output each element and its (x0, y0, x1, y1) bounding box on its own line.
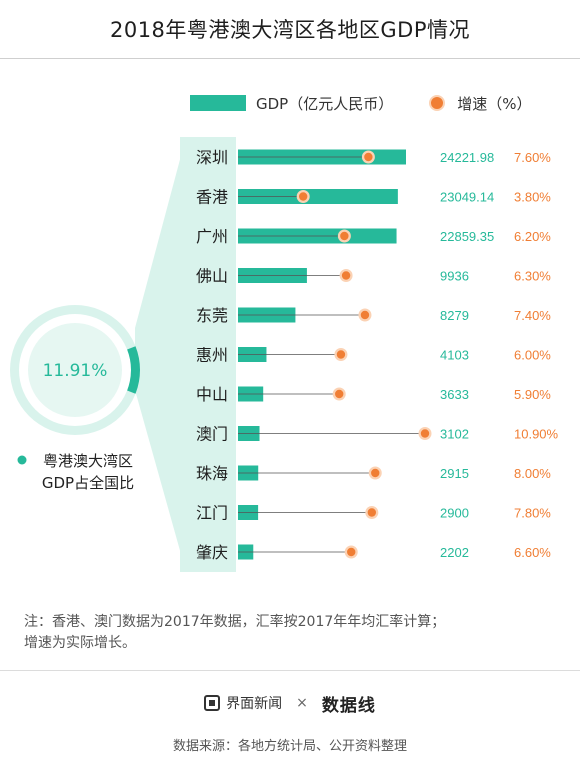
chart-legend: GDP（亿元人民币） 增速（%） (190, 92, 532, 114)
growth-dot (340, 231, 349, 241)
category-label: 深圳 (196, 148, 228, 167)
data-source: 数据来源：各地方统计局、公开资料整理 (172, 739, 407, 754)
growth-dot (371, 468, 380, 478)
gdp-value-label: 24221.98 (440, 150, 494, 165)
category-label: 江门 (196, 504, 228, 523)
share-donut-wedge (127, 346, 140, 394)
share-donut-center (28, 323, 122, 417)
brand-separator: × (296, 695, 308, 711)
growth-value-label: 6.60% (514, 545, 551, 560)
share-caption-line-2: GDP占全国比 (42, 474, 134, 492)
share-value-label: 11.91% (43, 361, 108, 381)
growth-value-label: 10.90% (514, 427, 559, 442)
growth-dot (360, 310, 370, 320)
category-label: 香港 (196, 188, 228, 207)
growth-value-label: 6.00% (514, 348, 551, 363)
gdp-bar (238, 189, 398, 204)
growth-value-label: 7.80% (514, 506, 551, 521)
gdp-chart: 深圳 24221.98 7.60% 香港 23049.14 3.80% 广州 22859.35… (10, 137, 559, 572)
gdp-value-label: 2915 (440, 466, 469, 481)
growth-dot (364, 152, 373, 162)
share-caption-bullet (17, 455, 27, 465)
growth-legend-label: 增速（%） (457, 94, 532, 113)
growth-value-label: 6.30% (514, 269, 551, 284)
gdp-value-label: 2202 (440, 545, 469, 560)
growth-value-label: 6.20% (514, 229, 551, 244)
footer-divider (0, 670, 580, 671)
title-divider (0, 58, 580, 59)
category-label: 佛山 (196, 267, 228, 286)
gdp-value-label: 8279 (440, 308, 469, 323)
gdp-value-label: 23049.14 (440, 190, 494, 205)
brand-jiemian: 界面新闻 (226, 696, 283, 712)
growth-value-label: 7.60% (514, 150, 551, 165)
gdp-value-label: 4103 (440, 348, 469, 363)
growth-dot (367, 508, 377, 517)
growth-dot (336, 350, 346, 359)
footnote-line-2: 增速为实际增长。 (24, 635, 136, 651)
footnote-line-1: 注：香港、澳门数据为2017年数据，汇率按2017年年均汇率计算； (24, 614, 446, 630)
footnote: 注：香港、澳门数据为2017年数据，汇率按2017年年均汇率计算； 增速为实际增… (24, 612, 564, 654)
category-label: 澳门 (196, 425, 228, 444)
growth-value-label: 3.80% (514, 190, 551, 205)
brand-shujuxian: 数据线 (321, 695, 376, 716)
share-caption-line-1: 粤港澳大湾区 (43, 452, 133, 470)
gdp-value-label: 2900 (440, 506, 469, 521)
growth-legend-swatch (429, 95, 446, 111)
gdp-legend-swatch (190, 95, 246, 111)
category-label: 肇庆 (196, 543, 228, 562)
page-title: 2018年粤港澳大湾区各地区GDP情况 (109, 18, 471, 42)
gdp-value-label: 22859.35 (440, 229, 494, 244)
growth-dot (420, 429, 430, 438)
growth-dot (341, 271, 351, 280)
growth-dot (347, 547, 356, 557)
label-panel (180, 137, 236, 572)
growth-value-label: 5.90% (514, 387, 551, 402)
category-label: 东莞 (196, 306, 228, 325)
growth-dot (335, 389, 344, 399)
category-label: 中山 (196, 385, 228, 404)
category-label: 广州 (196, 227, 228, 246)
growth-dot (298, 192, 308, 201)
funnel-connector (135, 137, 186, 572)
brand-bar: 界面新闻 × 数据线 (0, 690, 580, 716)
gdp-value-label: 3633 (440, 387, 469, 402)
gdp-value-label: 3102 (440, 427, 469, 442)
category-label: 惠州 (196, 346, 228, 365)
gdp-value-label: 9936 (440, 269, 469, 284)
growth-value-label: 8.00% (514, 466, 551, 481)
category-label: 珠海 (196, 464, 228, 483)
jiemian-logo-icon (204, 695, 221, 711)
growth-value-label: 7.40% (514, 308, 551, 323)
gdp-legend-label: GDP（亿元人民币） (256, 94, 394, 113)
